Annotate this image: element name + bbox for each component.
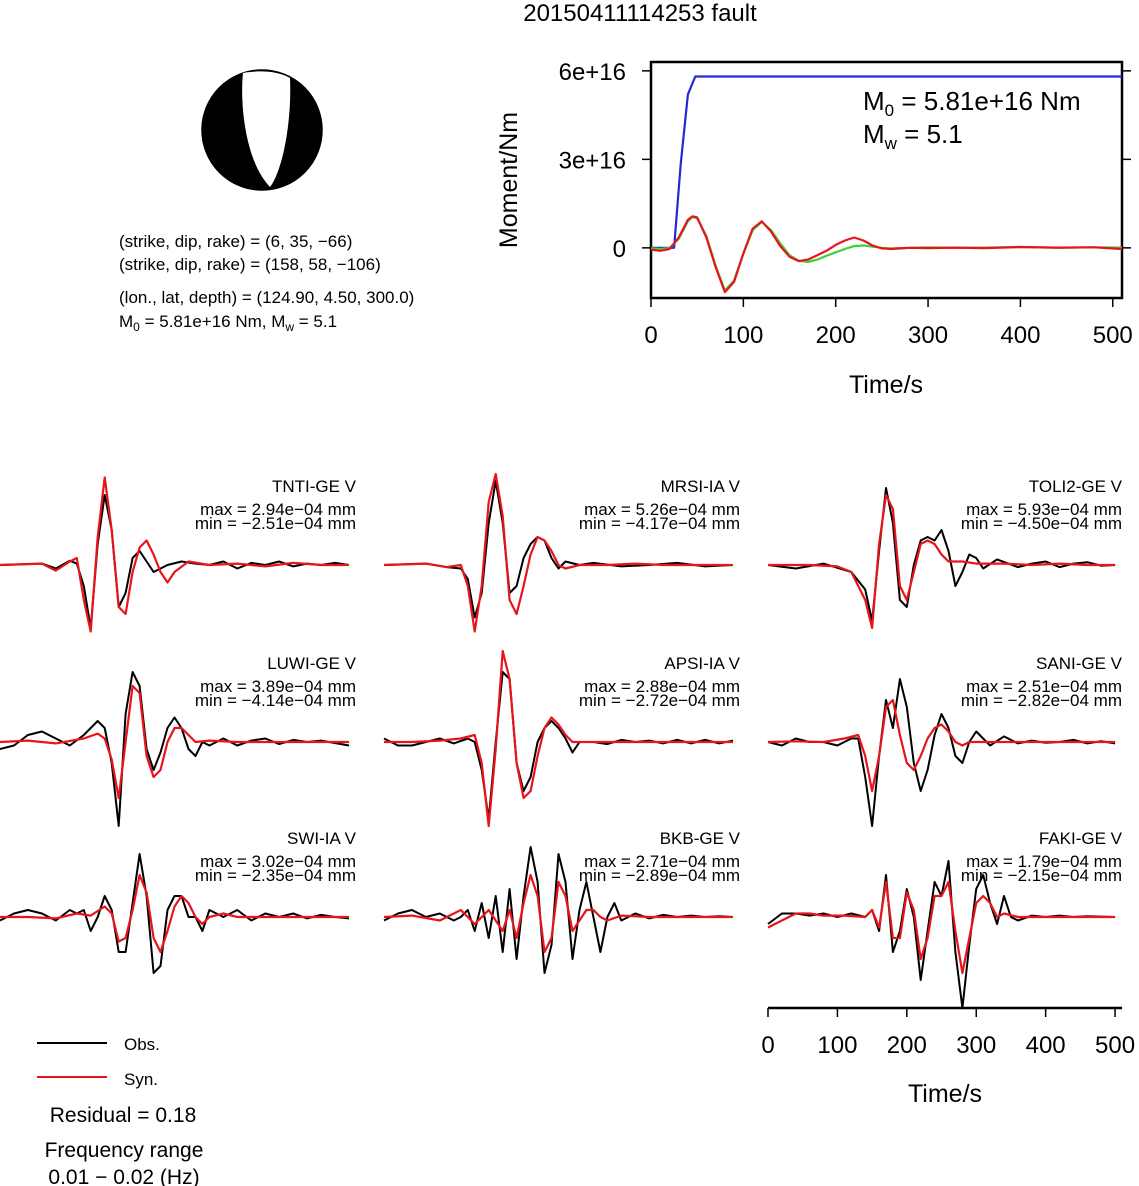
frequency-range-value: 0.01 − 0.02 (Hz) [48, 1166, 199, 1186]
moment-xtick-label: 400 [1000, 322, 1040, 349]
max-amplitude-label: max = 1.79e−04 mm [966, 852, 1122, 871]
max-amplitude-label: max = 2.71e−04 mm [584, 852, 740, 871]
moment-axes: 0 100 200 300 400 500 0 3e+16 6e+16 [559, 59, 1133, 349]
min-amplitude-label: min = −2.89e−04 mm [579, 866, 740, 885]
station-label: FAKI-GE V [1039, 829, 1123, 848]
synthetic-trace [768, 493, 1116, 630]
moment-xtick-label: 0 [644, 322, 657, 349]
moment-ylabel: Moment/Nm [495, 112, 523, 248]
max-amplitude-label: max = 3.02e−04 mm [200, 852, 356, 871]
beachball-diagram [201, 69, 323, 191]
nodal-plane-1: (strike, dip, rake) = (6, 35, −66) [119, 232, 352, 251]
moment-xtick-label: 500 [1093, 322, 1133, 349]
legend-syn-label: Syn. [124, 1070, 158, 1089]
legend-obs-label: Obs. [124, 1035, 160, 1054]
moment-annotation-mw: Mw = 5.1 [863, 119, 963, 153]
moment-plot-frame [649, 60, 1124, 300]
max-amplitude-label: max = 2.51e−04 mm [966, 677, 1122, 696]
synthetic-trace [383, 873, 733, 954]
moment-xtick-label: 300 [908, 322, 948, 349]
min-amplitude-label: min = −2.15e−04 mm [961, 866, 1122, 885]
waveform-xtick-label: 500 [1095, 1032, 1135, 1059]
max-amplitude-label: max = 2.94e−04 mm [200, 500, 356, 519]
min-amplitude-label: min = −4.50e−04 mm [961, 514, 1122, 533]
observed-trace [0, 494, 350, 629]
station-label: TNTI-GE V [272, 477, 357, 496]
max-amplitude-label: max = 5.93e−04 mm [966, 500, 1122, 519]
waveform-xtick-label: 0 [761, 1032, 774, 1059]
synthetic-trace [383, 472, 733, 633]
frequency-range-title: Frequency range [45, 1139, 204, 1162]
max-amplitude-label: max = 5.26e−04 mm [584, 500, 740, 519]
synthetic-trace [384, 649, 733, 828]
figure-title: 20150411114253 fault [523, 0, 757, 27]
min-amplitude-label: min = −4.17e−04 mm [579, 514, 740, 533]
moment-magnitude-line: M0 = 5.81e+16 Nm, Mw = 5.1 [119, 312, 337, 334]
moment-ytick-label: 0 [613, 236, 626, 263]
solution-info: (strike, dip, rake) = (6, 35, −66) (stri… [119, 232, 414, 334]
station-label: SANI-GE V [1036, 654, 1123, 673]
moment-series-red [650, 215, 1123, 294]
observed-trace [383, 480, 734, 619]
waveform-xtick-label: 200 [887, 1032, 927, 1059]
waveform-xlabel: Time/s [908, 1080, 982, 1108]
max-amplitude-label: max = 3.89e−04 mm [200, 677, 356, 696]
max-amplitude-label: max = 2.88e−04 mm [584, 677, 740, 696]
moment-series-green [650, 215, 1123, 292]
waveform-xtick-label: 100 [817, 1032, 857, 1059]
observed-trace [0, 671, 350, 827]
moment-xtick-label: 100 [723, 322, 763, 349]
synthetic-trace [767, 880, 1116, 975]
moment-xlabel: Time/s [849, 371, 923, 399]
station-label: SWI-IA V [287, 829, 357, 848]
min-amplitude-label: min = −2.72e−04 mm [579, 691, 740, 710]
residual-text: Residual = 0.18 [50, 1104, 197, 1127]
nodal-plane-2: (strike, dip, rake) = (158, 58, −106) [119, 255, 381, 274]
synthetic-trace [0, 684, 349, 800]
station-label: TOLI2-GE V [1029, 477, 1123, 496]
station-label: APSI-IA V [664, 654, 740, 673]
synthetic-trace [0, 873, 349, 954]
moment-function-chart: 0 100 200 300 400 500 0 3e+16 6e+16 M0 = 5.81e+1… [495, 59, 1133, 399]
station-label: BKB-GE V [660, 829, 741, 848]
min-amplitude-label: min = −2.51e−04 mm [195, 514, 356, 533]
min-amplitude-label: min = −2.82e−04 mm [961, 691, 1122, 710]
legend: Obs. Syn. [37, 1035, 160, 1089]
moment-series [650, 75, 1123, 294]
moment-annotation-m0: M0 = 5.81e+16 Nm [863, 86, 1081, 120]
waveform-xtick-label: 400 [1026, 1032, 1066, 1059]
synthetic-trace [767, 698, 1116, 793]
waveform-xtick-label: 300 [956, 1032, 996, 1059]
station-label: MRSI-IA V [661, 477, 741, 496]
moment-xtick-label: 200 [816, 322, 856, 349]
synthetic-trace [0, 476, 349, 633]
min-amplitude-label: min = −2.35e−04 mm [195, 866, 356, 885]
moment-ytick-label: 6e+16 [559, 59, 626, 86]
source-location: (lon., lat, depth) = (124.90, 4.50, 300.… [119, 288, 414, 307]
min-amplitude-label: min = −4.14e−04 mm [195, 691, 356, 710]
station-label: LUWI-GE V [267, 654, 356, 673]
observed-trace [767, 860, 1116, 1009]
moment-ytick-label: 3e+16 [559, 147, 626, 174]
waveform-time-axis: 0 100 200 300 400 500 [761, 1006, 1135, 1059]
